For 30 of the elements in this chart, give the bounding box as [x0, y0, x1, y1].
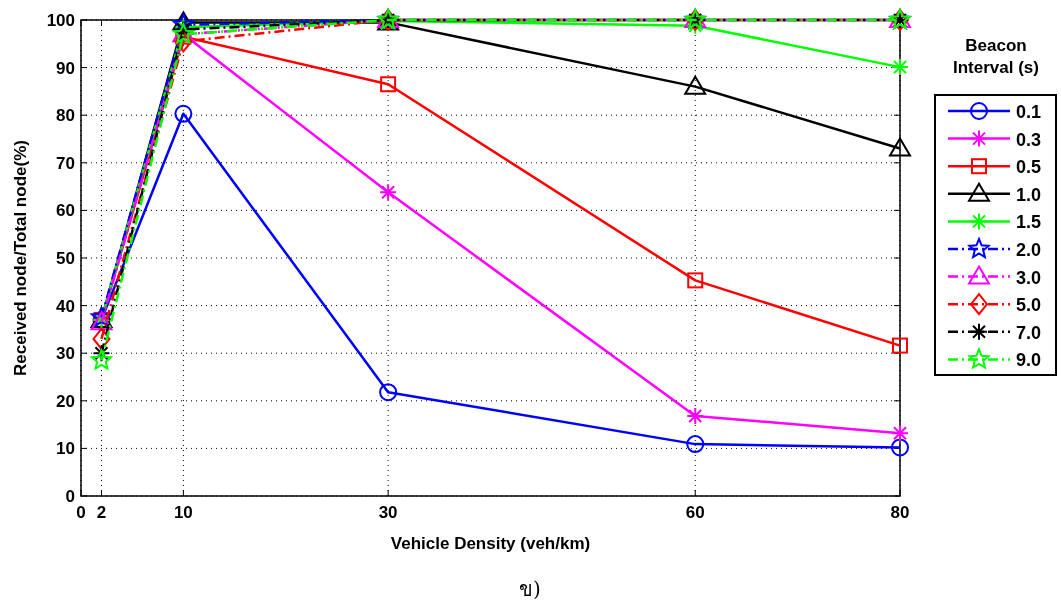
x-tick-label: 2: [96, 503, 107, 522]
x-axis-title: Vehicle Density (veh/km): [390, 534, 591, 553]
legend-label: 1.0: [1016, 184, 1042, 205]
legend-label: 2.0: [1016, 240, 1042, 260]
x-tick-label: 10: [173, 503, 193, 522]
legend-label: 0.1: [1016, 102, 1042, 122]
legend-label: 1.5: [1016, 212, 1042, 233]
y-tick-label: 30: [56, 344, 75, 364]
y-tick-label: 70: [56, 153, 75, 173]
y-tick-label: 50: [56, 249, 75, 268]
y-tick-label: 60: [56, 201, 75, 221]
x-tick-label: 80: [890, 503, 910, 522]
y-tick-label: 0: [65, 487, 75, 506]
legend-label: 7.0: [1016, 322, 1042, 343]
y-tick-label: 10: [56, 439, 75, 459]
text: ข): [519, 577, 541, 601]
legend-title: Beacon Interval (s): [953, 36, 1039, 77]
y-tick-label: 90: [56, 58, 75, 78]
y-axis-title: Received node/Total node(%): [11, 140, 30, 376]
x-tick-label: 60: [685, 503, 705, 522]
y-tick-label: 100: [46, 11, 75, 30]
legend-label: 9.0: [1016, 350, 1042, 371]
x-tick-label: 30: [378, 503, 398, 522]
legend-label: 5.0: [1016, 295, 1042, 316]
legend-label: 3.0: [1016, 267, 1042, 288]
y-tick-label: 80: [56, 106, 75, 126]
legend-label: 0.5: [1016, 157, 1042, 178]
y-tick-label: 40: [56, 296, 75, 316]
y-tick-label: 20: [56, 391, 75, 411]
legend-label: 0.3: [1016, 129, 1042, 150]
